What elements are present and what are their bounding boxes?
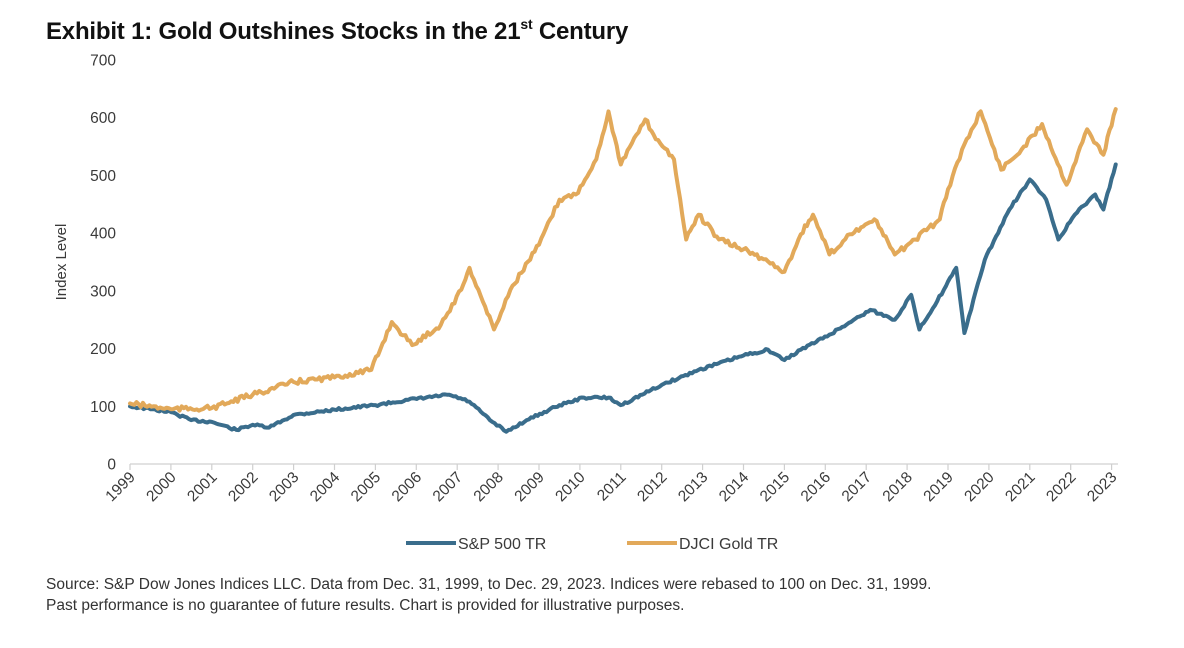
chart-title-superscript: st <box>520 16 533 32</box>
x-tick-label: 2022 <box>1043 469 1079 505</box>
x-tick-label: 2020 <box>961 469 998 506</box>
x-tick-label: 2021 <box>1002 469 1038 505</box>
series-layer <box>128 107 1118 434</box>
x-tick-label: 2004 <box>307 469 344 506</box>
x-tick-label: 2009 <box>511 469 547 505</box>
x-tick-label: 2003 <box>266 469 302 505</box>
x-tick-label: 2012 <box>634 469 670 505</box>
x-tick-label: 2017 <box>839 469 875 505</box>
x-tick-label: 2006 <box>389 469 425 505</box>
x-tick-label: 2008 <box>471 469 507 505</box>
y-axis-title: Index Level <box>53 224 70 301</box>
chart-title: Exhibit 1: Gold Outshines Stocks in the … <box>46 16 629 46</box>
y-tick-label: 600 <box>90 110 116 127</box>
x-tick-label: 2010 <box>552 469 589 506</box>
x-tick-label: 2007 <box>430 469 466 505</box>
series-line-djci-gold-tr <box>128 107 1118 413</box>
x-tick-label: 2013 <box>675 469 711 505</box>
x-tick-label: 2023 <box>1084 469 1120 505</box>
y-tick-label: 100 <box>90 399 116 416</box>
source-note-line-2: Past performance is no guarantee of futu… <box>46 597 685 614</box>
x-tick-label: 2015 <box>757 469 793 505</box>
y-tick-label: 200 <box>90 341 116 358</box>
y-tick-label: 500 <box>90 168 116 185</box>
source-note: Source: S&P Dow Jones Indices LLC. Data … <box>46 574 1166 616</box>
x-tick-label: 2014 <box>716 469 753 506</box>
legend: S&P 500 TR DJCI Gold TR <box>406 536 778 553</box>
legend-label: S&P 500 TR <box>458 536 546 553</box>
y-tick-label: 400 <box>90 226 116 243</box>
y-tick-label: 0 <box>107 457 116 474</box>
x-tick-label: 2019 <box>920 469 956 505</box>
chart-title-text: Exhibit 1: Gold Outshines Stocks in the … <box>46 18 521 45</box>
x-axis: 1999 2000 2001 2002 2003 2004 2005 2006 2007 2008… <box>102 463 1120 506</box>
chart-title-tail: Century <box>532 18 629 45</box>
x-tick-label: 2002 <box>225 469 261 505</box>
x-tick-label: 1999 <box>102 469 138 505</box>
y-tick-label: 300 <box>90 283 116 300</box>
x-tick-label: 2000 <box>143 469 180 506</box>
x-tick-label: 2011 <box>594 469 630 505</box>
series-line-s-p-500-tr <box>128 162 1118 434</box>
y-axis: 0 100 200 300 400 500 600 700 <box>90 53 116 474</box>
x-tick-label: 2018 <box>880 469 916 505</box>
x-tick-label: 2016 <box>798 469 834 505</box>
y-tick-label: 700 <box>90 53 116 70</box>
source-note-line-1: Source: S&P Dow Jones Indices LLC. Data … <box>46 576 932 593</box>
x-tick-label: 2001 <box>184 469 220 505</box>
x-tick-label: 2005 <box>348 469 384 505</box>
legend-label: DJCI Gold TR <box>679 536 778 553</box>
